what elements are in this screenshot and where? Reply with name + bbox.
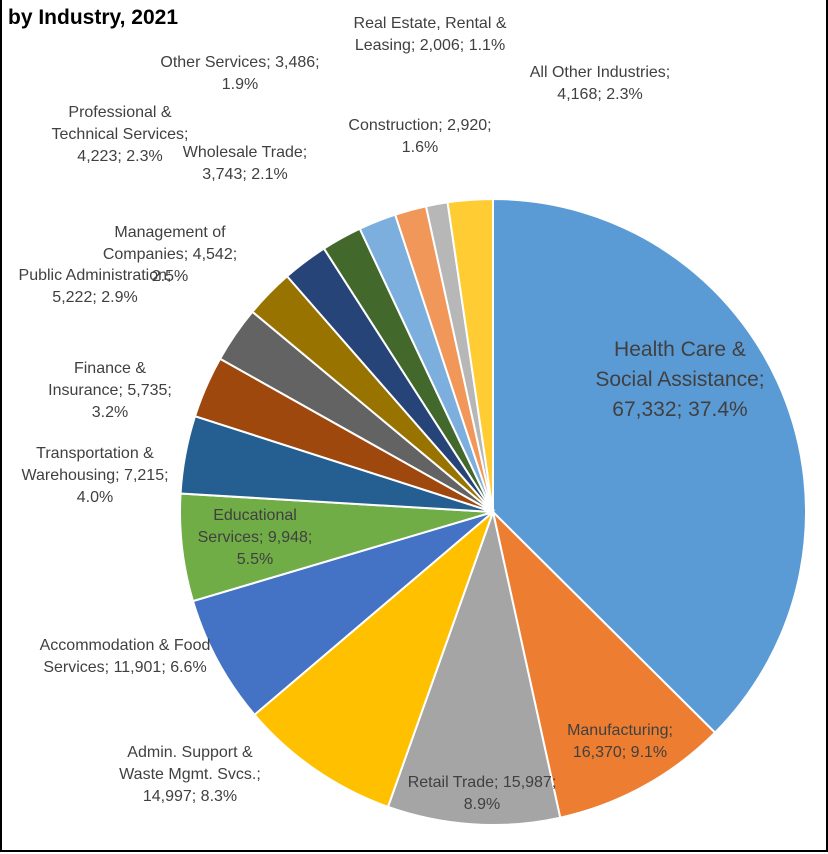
- label-value: 2,006; 1.1%: [419, 37, 506, 54]
- data-label: Accommodation & Food Services; 11,901; 6…: [35, 635, 215, 679]
- label-category: All Other Industries;: [529, 64, 671, 81]
- label-category: Public Administration;: [18, 267, 172, 284]
- data-label: Educational Services; 9,948; 5.5%: [180, 505, 330, 571]
- data-label: Manufacturing; 16,370; 9.1%: [540, 720, 700, 764]
- chart-title: by Industry, 2021: [8, 6, 179, 29]
- pie-slice: [492, 197, 807, 735]
- label-value: 3,486; 1.9%: [221, 54, 320, 93]
- data-label: Construction; 2,920; 1.6%: [340, 115, 500, 159]
- label-value: 16,370; 9.1%: [572, 744, 668, 761]
- label-category: Educational Services;: [197, 507, 297, 546]
- label-value: 5,735; 3.2%: [91, 382, 172, 421]
- label-value: 4,542; 2.5%: [151, 246, 238, 285]
- label-category: Construction;: [348, 117, 443, 134]
- data-label: Finance & Insurance; 5,735; 3.2%: [45, 358, 175, 424]
- label-value: 4,168; 2.3%: [557, 86, 643, 103]
- pie-slice: [386, 508, 562, 826]
- data-label: Wholesale Trade; 3,743; 2.1%: [165, 142, 325, 186]
- label-value: 5,222; 2.9%: [52, 289, 138, 306]
- label-category: Wholesale Trade;: [182, 144, 308, 161]
- label-value: 14,997; 8.3%: [142, 788, 238, 805]
- label-category: Professional & Technical Services;: [51, 104, 189, 143]
- label-category: Admin. Support & Waste Mgmt. Svcs.;: [119, 744, 261, 783]
- label-value: 9,948; 5.5%: [236, 529, 313, 568]
- pie-slice: [446, 197, 494, 513]
- label-value: 4,223; 2.3%: [77, 148, 163, 165]
- label-value: 7,215; 4.0%: [76, 467, 169, 506]
- data-label: All Other Industries; 4,168; 2.3%: [510, 62, 690, 106]
- pie-slice: [191, 511, 494, 717]
- data-label: Health Care & Social Assistance; 67,332;…: [585, 335, 775, 425]
- pie-slice: [253, 508, 496, 809]
- data-label: Admin. Support & Waste Mgmt. Svcs.; 14,9…: [105, 742, 275, 808]
- label-category: Manufacturing;: [567, 722, 673, 739]
- label-category: Retail Trade;: [407, 774, 499, 791]
- data-label: Public Administration; 5,222; 2.9%: [15, 265, 175, 309]
- data-label: Other Services; 3,486; 1.9%: [160, 52, 320, 96]
- label-category: Other Services;: [160, 54, 271, 71]
- label-value: 2,920; 1.6%: [401, 117, 492, 156]
- data-label: Professional & Technical Services; 4,223…: [50, 102, 190, 168]
- label-category: Transportation & Warehousing;: [21, 445, 154, 484]
- label-category: Finance & Insurance;: [48, 360, 147, 399]
- data-label: Retail Trade; 15,987; 8.9%: [407, 772, 557, 816]
- pie-slice: [491, 508, 717, 819]
- label-category: Health Care & Social Assistance;: [595, 338, 765, 391]
- label-category: Management of Companies;: [102, 224, 226, 263]
- data-label: Real Estate, Rental & Leasing; 2,006; 1.…: [345, 13, 515, 57]
- label-value: 3,743; 2.1%: [202, 166, 288, 183]
- data-label: Transportation & Warehousing; 7,215; 4.0…: [3, 443, 188, 509]
- label-category: Real Estate, Rental & Leasing;: [353, 15, 507, 54]
- label-value: 67,332; 37.4%: [612, 398, 748, 421]
- data-label: Management of Companies; 4,542; 2.5%: [95, 222, 245, 288]
- label-value: 15,987; 8.9%: [463, 774, 557, 813]
- label-value: 11,901; 6.6%: [113, 659, 207, 676]
- label-category: Accommodation & Food Services;: [39, 637, 211, 676]
